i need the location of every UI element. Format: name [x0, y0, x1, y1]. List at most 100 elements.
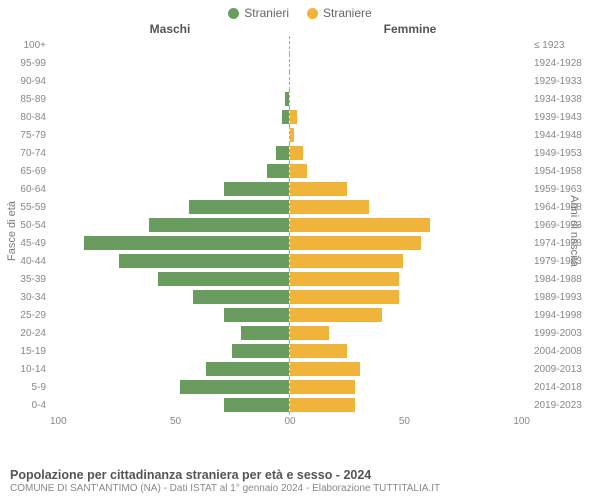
age-label: 10-14: [0, 364, 50, 375]
age-label: 80-84: [0, 112, 50, 123]
year-label: 1929-1933: [530, 76, 600, 87]
male-pane: [50, 252, 290, 270]
female-pane: [290, 198, 530, 216]
pyramid-row: 25-291994-1998: [0, 306, 600, 324]
pyramid-row: 100+≤ 1923: [0, 36, 600, 54]
male-bar: [84, 236, 289, 250]
age-label: 5-9: [0, 382, 50, 393]
pyramid-row: 55-591964-1968: [0, 198, 600, 216]
year-label: 1999-2003: [530, 328, 600, 339]
age-label: 85-89: [0, 94, 50, 105]
age-label: 95-99: [0, 58, 50, 69]
male-bar: [282, 110, 289, 124]
pyramid-row: 70-741949-1953: [0, 144, 600, 162]
year-label: 1994-1998: [530, 310, 600, 321]
female-pane: [290, 378, 530, 396]
pyramid-row: 30-34 1989-1993: [0, 288, 600, 306]
female-pane: [290, 234, 530, 252]
female-bar: [290, 308, 382, 322]
legend-female-label: Straniere: [323, 6, 372, 20]
age-label: 20-24: [0, 328, 50, 339]
pyramid-row: 10-14 2009-2013: [0, 360, 600, 378]
age-label: 35-39: [0, 274, 50, 285]
male-bar: [285, 92, 289, 106]
female-pane: [290, 360, 530, 378]
male-bar: [267, 164, 289, 178]
male-pane: [50, 126, 290, 144]
female-bar: [290, 254, 403, 268]
age-label: 100+: [0, 40, 50, 51]
x-tick: 100: [50, 416, 67, 427]
year-label: 1944-1948: [530, 130, 600, 141]
x-tick: 50: [170, 416, 181, 427]
female-bar: [290, 200, 369, 214]
year-label: 1984-1988: [530, 274, 600, 285]
year-label: 1974-1978: [530, 238, 600, 249]
male-pane: [50, 378, 290, 396]
x-axis-left: 100500: [50, 416, 290, 427]
pyramid-row: 20-24 1999-2003: [0, 324, 600, 342]
pyramid-row: 0-4 2019-2023: [0, 396, 600, 414]
x-tick: 100: [513, 416, 530, 427]
pyramid-row: 65-691954-1958: [0, 162, 600, 180]
age-label: 90-94: [0, 76, 50, 87]
female-pane: [290, 288, 530, 306]
female-bar: [290, 182, 347, 196]
female-bar: [290, 146, 303, 160]
male-pane: [50, 234, 290, 252]
female-pane: [290, 36, 530, 54]
female-bar: [290, 398, 355, 412]
year-label: 1959-1963: [530, 184, 600, 195]
male-pane: [50, 72, 290, 90]
male-bar: [149, 218, 289, 232]
x-tick: 50: [399, 416, 410, 427]
age-label: 30-34: [0, 292, 50, 303]
pyramid-row: 80-841939-1943: [0, 108, 600, 126]
male-bar: [241, 326, 289, 340]
pyramid-row: 75-79 1944-1948: [0, 126, 600, 144]
legend-male-label: Stranieri: [244, 6, 289, 20]
year-label: 2009-2013: [530, 364, 600, 375]
year-label: 1964-1968: [530, 202, 600, 213]
male-pane: [50, 198, 290, 216]
male-pane: [50, 54, 290, 72]
year-label: 1979-1983: [530, 256, 600, 267]
pyramid-chart: Fasce di età Anni di nascita 100+≤ 1923 9…: [0, 36, 600, 414]
male-bar: [193, 290, 289, 304]
female-pane: [290, 126, 530, 144]
column-headers: Maschi Femmine: [0, 22, 600, 36]
chart-title: Popolazione per cittadinanza straniera p…: [10, 468, 590, 482]
female-bar: [290, 218, 430, 232]
year-label: 1954-1958: [530, 166, 600, 177]
male-bar: [158, 272, 289, 286]
male-pane: [50, 108, 290, 126]
legend-item-female: Straniere: [307, 6, 372, 20]
female-pane: [290, 306, 530, 324]
pyramid-row: 45-491974-1978: [0, 234, 600, 252]
y-axis-label-left: Fasce di età: [6, 201, 18, 261]
year-label: 2019-2023: [530, 400, 600, 411]
legend: Stranieri Straniere: [0, 0, 600, 22]
male-pane: [50, 288, 290, 306]
age-label: 0-4: [0, 400, 50, 411]
female-pane: [290, 252, 530, 270]
male-bar: [189, 200, 289, 214]
female-pane: [290, 90, 530, 108]
x-tick: 0: [290, 416, 296, 427]
year-label: 2004-2008: [530, 346, 600, 357]
y-axis-label-right: Anni di nascita: [568, 195, 580, 267]
year-label: 1989-1993: [530, 292, 600, 303]
male-pane: [50, 144, 290, 162]
male-pane: [50, 162, 290, 180]
year-label: 1969-1973: [530, 220, 600, 231]
pyramid-row: 60-641959-1963: [0, 180, 600, 198]
female-bar: [290, 236, 421, 250]
female-bar: [290, 128, 294, 142]
pyramid-row: 40-441979-1983: [0, 252, 600, 270]
male-pane: [50, 36, 290, 54]
female-bar: [290, 164, 307, 178]
x-axis: 100 50 0 0 50 100: [0, 416, 600, 427]
male-bar: [119, 254, 289, 268]
x-axis-right: 0 50 100: [290, 416, 530, 427]
age-label: 75-79: [0, 130, 50, 141]
